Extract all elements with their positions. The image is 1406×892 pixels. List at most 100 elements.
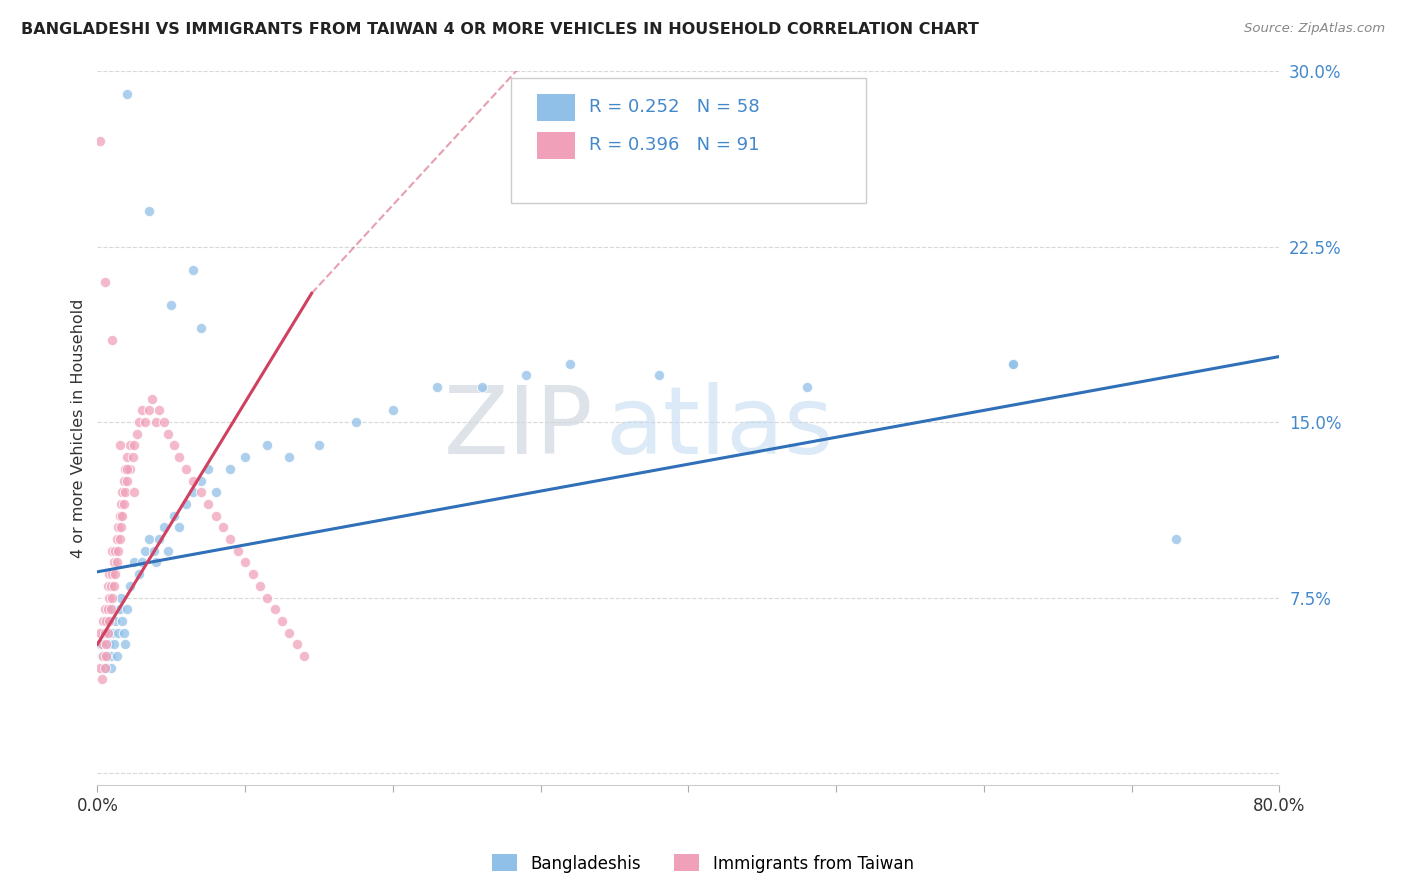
Text: atlas: atlas: [606, 382, 834, 474]
Text: R = 0.252   N = 58: R = 0.252 N = 58: [589, 98, 759, 117]
Point: [204, 485, 226, 500]
Point: [141, 392, 163, 406]
Point: [114, 637, 136, 651]
Bar: [537, 132, 575, 159]
Point: [278, 625, 301, 640]
Point: [796, 380, 818, 394]
Point: [103, 556, 125, 570]
Bar: [537, 94, 575, 121]
Point: [112, 497, 135, 511]
Point: [163, 438, 186, 452]
Point: [163, 508, 186, 523]
Point: [110, 591, 132, 605]
Point: [110, 520, 132, 534]
Point: [105, 556, 128, 570]
Point: [104, 614, 127, 628]
Point: [138, 204, 160, 219]
Point: [98, 614, 121, 628]
Point: [115, 462, 138, 476]
Point: [114, 462, 136, 476]
Point: [89, 637, 111, 651]
Point: [128, 567, 150, 582]
Point: [91, 661, 114, 675]
Point: [111, 508, 134, 523]
Point: [118, 579, 141, 593]
Point: [292, 648, 315, 663]
Point: [98, 637, 121, 651]
Point: [183, 485, 205, 500]
Point: [98, 591, 121, 605]
Point: [97, 625, 120, 640]
Point: [100, 661, 122, 675]
Point: [118, 462, 141, 476]
Point: [263, 602, 285, 616]
Point: [190, 485, 212, 500]
Point: [98, 614, 121, 628]
Point: [190, 474, 212, 488]
Point: [101, 543, 124, 558]
Point: [242, 567, 264, 582]
Point: [183, 263, 205, 277]
Point: [100, 579, 122, 593]
Point: [256, 438, 278, 452]
Point: [233, 556, 256, 570]
Point: [93, 625, 115, 640]
Text: ZIP: ZIP: [444, 382, 593, 474]
Point: [515, 368, 537, 383]
Point: [112, 474, 135, 488]
Point: [118, 438, 141, 452]
Text: BANGLADESHI VS IMMIGRANTS FROM TAIWAN 4 OR MORE VEHICLES IN HOUSEHOLD CORRELATIO: BANGLADESHI VS IMMIGRANTS FROM TAIWAN 4 …: [21, 22, 979, 37]
Point: [96, 637, 118, 651]
Point: [131, 556, 153, 570]
Point: [96, 661, 118, 675]
Point: [153, 520, 176, 534]
Point: [110, 497, 132, 511]
Point: [148, 532, 170, 546]
Point: [93, 602, 115, 616]
Point: [93, 648, 115, 663]
Point: [560, 357, 582, 371]
Point: [111, 614, 134, 628]
Point: [285, 637, 308, 651]
Point: [93, 661, 115, 675]
Point: [183, 474, 205, 488]
Point: [138, 532, 160, 546]
Point: [96, 614, 118, 628]
Point: [124, 556, 146, 570]
Point: [204, 508, 226, 523]
Point: [470, 380, 492, 394]
Point: [101, 602, 124, 616]
Point: [219, 532, 242, 546]
Point: [167, 450, 190, 465]
Point: [197, 497, 219, 511]
Point: [104, 543, 127, 558]
Point: [233, 450, 256, 465]
Point: [108, 508, 131, 523]
Point: [97, 579, 120, 593]
Point: [89, 625, 111, 640]
Point: [89, 661, 111, 675]
Point: [108, 602, 131, 616]
Point: [100, 648, 122, 663]
Point: [1002, 357, 1025, 371]
Point: [91, 614, 114, 628]
Point: [212, 520, 235, 534]
Point: [107, 625, 129, 640]
Point: [344, 415, 367, 429]
Point: [108, 532, 131, 546]
Point: [90, 648, 112, 663]
Point: [160, 298, 183, 312]
Point: [107, 520, 129, 534]
Point: [115, 602, 138, 616]
Point: [114, 485, 136, 500]
Point: [249, 579, 271, 593]
Point: [128, 415, 150, 429]
Point: [167, 520, 190, 534]
Point: [157, 543, 180, 558]
Point: [91, 625, 114, 640]
Point: [145, 415, 167, 429]
Legend: Bangladeshis, Immigrants from Taiwan: Bangladeshis, Immigrants from Taiwan: [485, 847, 921, 880]
FancyBboxPatch shape: [512, 78, 866, 203]
Point: [89, 134, 111, 148]
Point: [97, 625, 120, 640]
